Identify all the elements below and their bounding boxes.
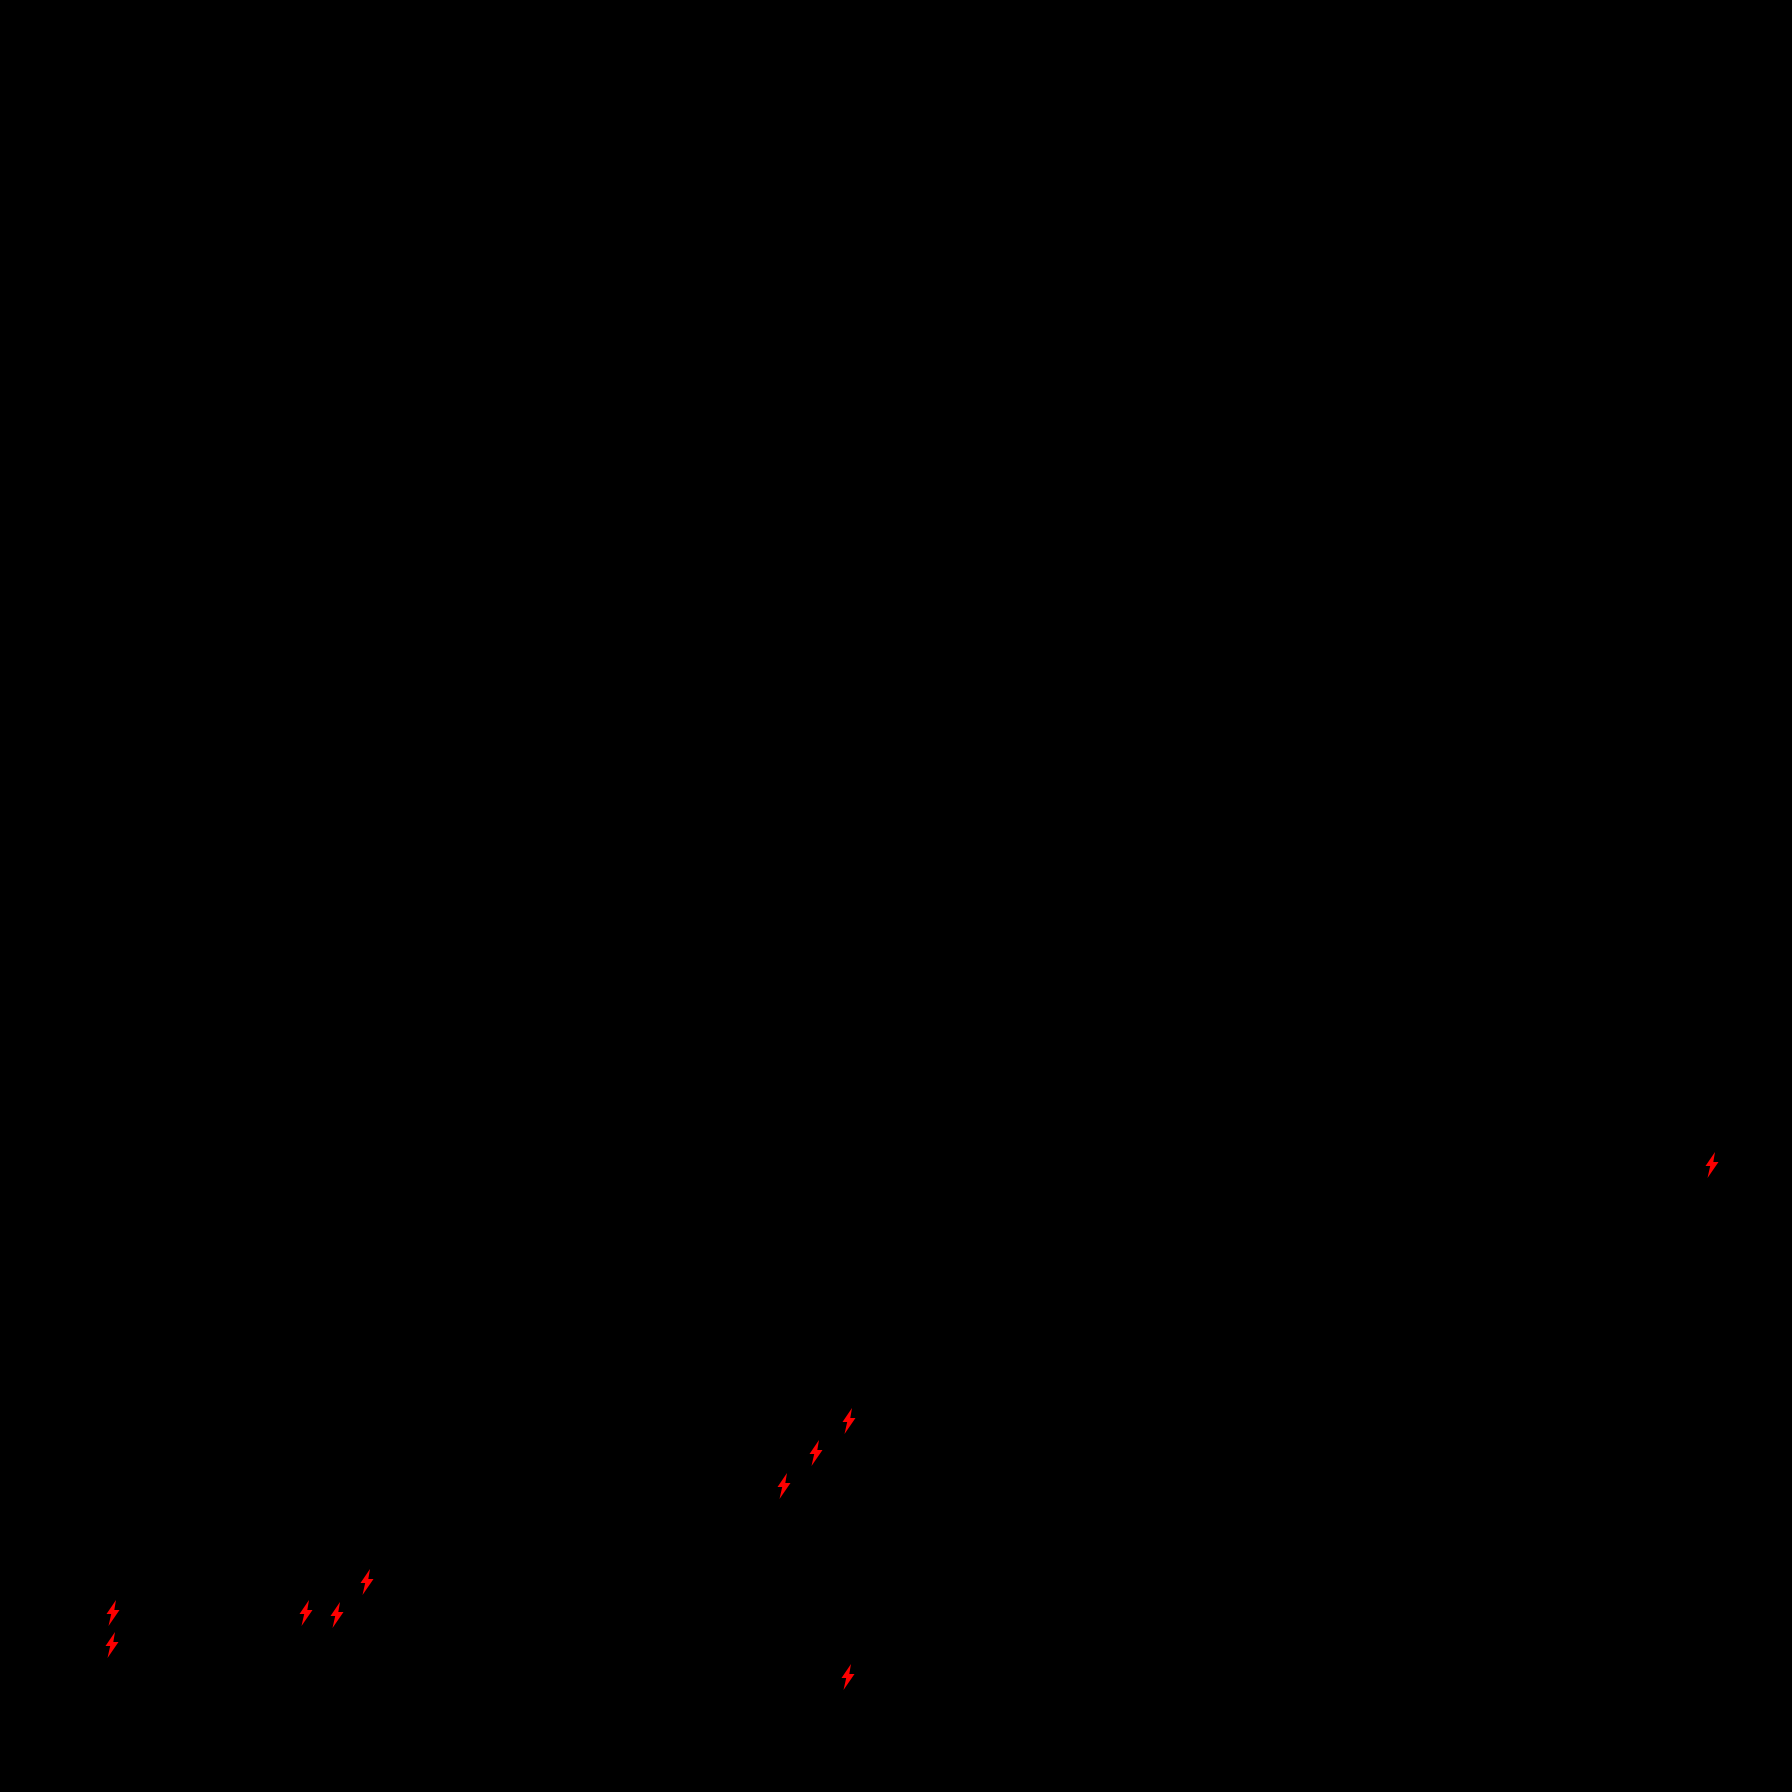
lightning-strike-marker[interactable] — [841, 1408, 857, 1434]
lightning-bolt-icon — [841, 1664, 855, 1690]
lightning-strike-marker[interactable] — [776, 1473, 792, 1499]
lightning-bolt-icon — [1705, 1152, 1719, 1178]
lightning-strike-marker[interactable] — [840, 1664, 856, 1690]
lightning-strike-marker[interactable] — [359, 1569, 375, 1595]
lightning-bolt-icon — [809, 1440, 823, 1466]
lightning-strike-marker[interactable] — [808, 1440, 824, 1466]
lightning-bolt-icon — [106, 1600, 120, 1626]
lightning-strike-marker[interactable] — [1704, 1152, 1720, 1178]
lightning-bolt-icon — [330, 1602, 344, 1628]
lightning-bolt-icon — [842, 1408, 856, 1434]
lightning-bolt-icon — [299, 1600, 313, 1626]
lightning-strike-marker[interactable] — [329, 1602, 345, 1628]
lightning-bolt-icon — [360, 1569, 374, 1595]
lightning-strike-marker[interactable] — [105, 1600, 121, 1626]
lightning-bolt-icon — [105, 1632, 119, 1658]
lightning-strike-marker[interactable] — [104, 1632, 120, 1658]
lightning-strike-marker[interactable] — [298, 1600, 314, 1626]
lightning-bolt-icon — [777, 1473, 791, 1499]
